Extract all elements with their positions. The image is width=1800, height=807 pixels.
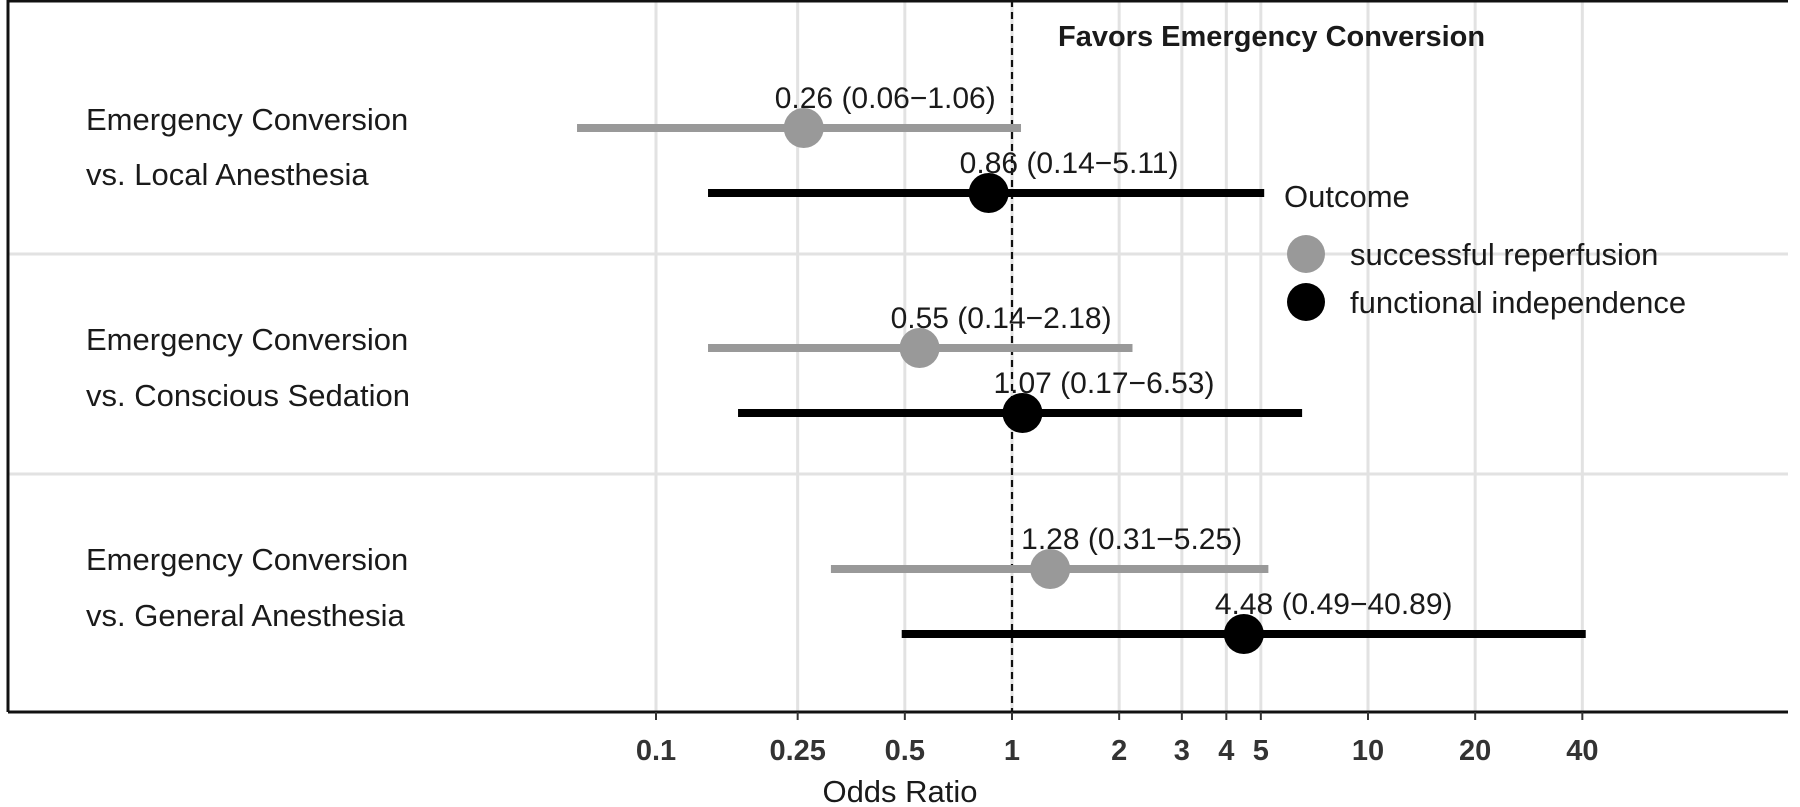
legend: Outcome successful reperfusion functional … (1284, 179, 1686, 321)
tick-label-0_25: 0.25 (769, 735, 825, 767)
labels-layer: Favors Emergency Conversion Emergency Con… (86, 21, 1485, 633)
data-label-row2-successful: 0.55 (0.14−2.18) (891, 302, 1112, 335)
favors-annotation: Favors Emergency Conversion (1058, 21, 1485, 53)
data-label-row3-functional: 4.48 (0.49−40.89) (1215, 588, 1453, 621)
point-row1-successful (783, 108, 824, 148)
tick-label-1: 1 (1004, 735, 1020, 767)
data-label-row3-successful: 1.28 (0.31−5.25) (1021, 523, 1242, 556)
legend-label-functional: functional independence (1350, 285, 1686, 320)
legend-key-successful (1287, 235, 1325, 273)
marks-layer (577, 108, 1586, 654)
x-axis: 0.1 0.25 0.5 1 2 3 4 5 10 20 40 Odds Ratio (636, 712, 1598, 807)
point-row1-functional (968, 173, 1009, 213)
tick-label-5: 5 (1253, 735, 1269, 767)
row-label-2-line2: vs. Conscious Sedation (86, 378, 410, 413)
tick-label-40: 40 (1566, 735, 1598, 767)
row-label-1-line1: Emergency Conversion (86, 102, 408, 137)
row-label-3-line2: vs. General Anesthesia (86, 598, 406, 633)
point-row3-successful (1030, 549, 1071, 589)
tick-label-10: 10 (1352, 735, 1384, 767)
x-axis-label: Odds Ratio (822, 774, 977, 807)
tick-label-0_1: 0.1 (636, 735, 676, 767)
legend-label-successful: successful reperfusion (1350, 237, 1658, 272)
legend-key-functional (1287, 283, 1325, 321)
tick-label-0_5: 0.5 (885, 735, 925, 767)
tick-label-3: 3 (1174, 735, 1190, 767)
tick-label-20: 20 (1459, 735, 1491, 767)
point-row3-functional (1223, 614, 1264, 654)
row-label-1-line2: vs. Local Anesthesia (86, 157, 369, 192)
row-label-2-line1: Emergency Conversion (86, 322, 408, 357)
tick-label-2: 2 (1111, 735, 1127, 767)
data-label-row1-successful: 0.26 (0.06−1.06) (775, 82, 996, 115)
legend-title: Outcome (1284, 179, 1410, 214)
data-label-row1-functional: 0.86 (0.14−5.11) (960, 147, 1179, 180)
plot-frame (6, 0, 1788, 714)
point-row2-successful (899, 328, 940, 368)
tick-label-4: 4 (1218, 735, 1234, 767)
grid-layer (8, 0, 1788, 712)
row-label-3-line1: Emergency Conversion (86, 542, 408, 577)
data-label-row2-functional: 1.07 (0.17−6.53) (993, 367, 1214, 400)
point-row2-functional (1002, 393, 1043, 433)
